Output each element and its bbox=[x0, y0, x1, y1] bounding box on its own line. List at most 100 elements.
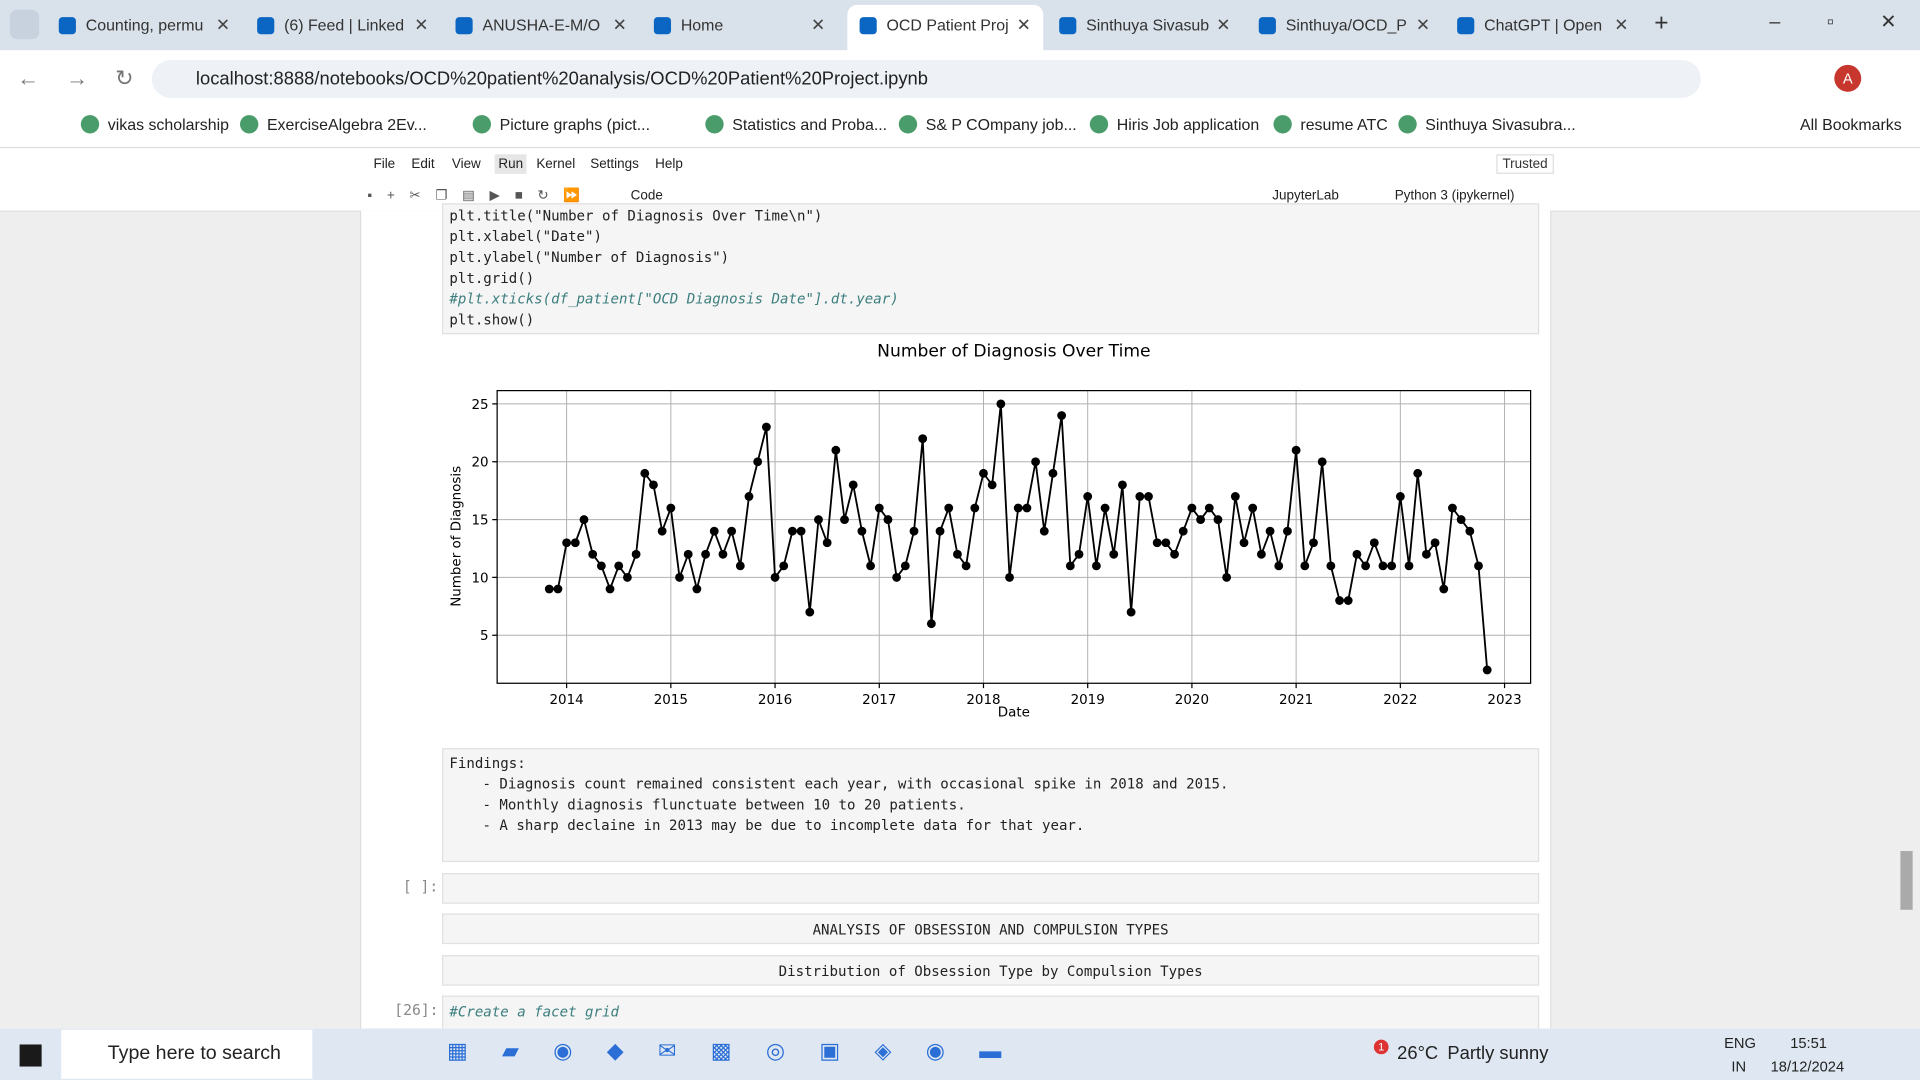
data-point bbox=[1291, 445, 1301, 455]
tab-close[interactable]: ✕ bbox=[1216, 14, 1231, 35]
data-point bbox=[675, 573, 684, 582]
tab-close[interactable]: ✕ bbox=[1415, 14, 1431, 35]
data-point bbox=[1465, 526, 1475, 536]
toolbar-icons[interactable]: ▪+✂❐▤▶■↻⏩ bbox=[367, 188, 595, 204]
browser-tab[interactable]: (6) Feed | Linked ✕ bbox=[245, 5, 441, 45]
start-button[interactable] bbox=[19, 1044, 42, 1067]
jupyterlab-link[interactable]: JupyterLab bbox=[1272, 188, 1339, 204]
bookmark[interactable]: resume ATC bbox=[1273, 115, 1388, 134]
data-point bbox=[1395, 492, 1405, 501]
x-tick-label: 2015 bbox=[654, 693, 688, 708]
data-point bbox=[718, 549, 728, 559]
browser-tab[interactable]: ChatGPT | Open ✕ bbox=[1445, 5, 1641, 45]
data-point bbox=[805, 607, 815, 617]
search-box[interactable]: Type here to search bbox=[61, 1029, 313, 1079]
data-point bbox=[848, 480, 858, 490]
tab-close[interactable]: ✕ bbox=[1614, 14, 1629, 35]
menu-item[interactable]: Edit bbox=[411, 156, 435, 172]
tab-title: ChatGPT | Open bbox=[1484, 15, 1603, 35]
data-point bbox=[1361, 561, 1371, 571]
data-point bbox=[1456, 515, 1466, 524]
data-point bbox=[1430, 538, 1440, 548]
x-tick-label: 2018 bbox=[966, 693, 1000, 708]
plot-frame bbox=[496, 390, 1532, 684]
language[interactable]: ENG bbox=[1724, 1034, 1756, 1052]
cell-prompt: [ ]: bbox=[402, 877, 439, 896]
data-point bbox=[596, 561, 606, 571]
temperature[interactable]: 26°C bbox=[1397, 1043, 1439, 1065]
browser-tab[interactable]: ANUSHA-E-M/O ✕ bbox=[443, 5, 639, 45]
data-point bbox=[544, 584, 554, 594]
nav-buttons[interactable]: ←→↻ bbox=[17, 66, 161, 91]
cell-prompt: [26]: bbox=[394, 1001, 439, 1019]
menu-item[interactable]: Help bbox=[655, 156, 683, 172]
markdown-cell[interactable]: ANALYSIS OF OBSESSION AND COMPULSION TYP… bbox=[442, 913, 1540, 945]
bookmark[interactable]: ExerciseAlgebra 2Ev... bbox=[240, 115, 427, 134]
bookmark[interactable]: S& P COmpany job... bbox=[898, 115, 1077, 134]
menu-item[interactable]: File bbox=[373, 156, 396, 172]
browser-tab[interactable]: Counting, permu ✕ bbox=[47, 5, 243, 45]
data-point bbox=[1013, 503, 1023, 513]
window-controls[interactable]: –▫✕ bbox=[1769, 12, 1896, 34]
data-point bbox=[796, 526, 806, 536]
kernel-name[interactable]: Python 3 (ipykernel) bbox=[1394, 188, 1515, 204]
x-tick-label: 2017 bbox=[862, 693, 896, 708]
data-point bbox=[1230, 492, 1240, 501]
profile-avatar[interactable]: A bbox=[1834, 64, 1862, 92]
taskbar-apps[interactable]: ▦▰◉◆✉▩◎▣◈◉▬ bbox=[446, 1038, 1036, 1063]
bookmark[interactable]: vikas scholarship bbox=[80, 115, 229, 134]
menu-item[interactable]: View bbox=[451, 156, 481, 172]
tab-icon bbox=[1457, 17, 1475, 35]
data-point bbox=[1074, 549, 1084, 559]
cell-type-select[interactable]: Code bbox=[630, 188, 663, 204]
region[interactable]: IN bbox=[1731, 1057, 1747, 1076]
data-point bbox=[1178, 526, 1188, 536]
scrollbar-thumb[interactable] bbox=[1900, 851, 1913, 910]
tab-search-button[interactable] bbox=[9, 9, 40, 40]
address-bar[interactable]: localhost:8888/notebooks/OCD%20patient%2… bbox=[151, 60, 1701, 98]
bookmark[interactable]: Statistics and Proba... bbox=[705, 115, 887, 134]
tab-close[interactable]: ✕ bbox=[612, 14, 627, 35]
browser-tab[interactable]: OCD Patient Proj ✕ bbox=[847, 4, 1044, 51]
browser-tab[interactable]: Sinthuya/OCD_P ✕ bbox=[1247, 5, 1443, 45]
menu-item[interactable]: Kernel bbox=[536, 156, 576, 172]
tab-close[interactable]: ✕ bbox=[1016, 14, 1032, 35]
markdown-cell[interactable]: Findings: - Diagnosis count remained cons… bbox=[442, 748, 1540, 863]
code-line: plt.grid() bbox=[449, 269, 535, 287]
data-point bbox=[814, 515, 823, 524]
menu-item[interactable]: Run bbox=[494, 154, 527, 174]
data-point bbox=[570, 538, 580, 548]
tab-icon bbox=[1059, 17, 1077, 35]
tab-close[interactable]: ✕ bbox=[414, 14, 429, 35]
x-tick-label: 2019 bbox=[1071, 693, 1105, 708]
menu-item[interactable]: Settings bbox=[590, 156, 639, 172]
bookmark[interactable]: Picture graphs (pict... bbox=[472, 115, 650, 134]
all-bookmarks[interactable]: All Bookmarks bbox=[1800, 115, 1902, 134]
trusted-indicator[interactable]: Trusted bbox=[1496, 154, 1554, 174]
data-point bbox=[1161, 538, 1171, 548]
data-point bbox=[987, 480, 997, 490]
clock-time[interactable]: 15:51 bbox=[1790, 1034, 1827, 1052]
weather[interactable]: Partly sunny bbox=[1447, 1043, 1549, 1065]
bookmark[interactable]: Sinthuya Sivasubra... bbox=[1398, 115, 1576, 134]
clock-date[interactable]: 18/12/2024 bbox=[1770, 1057, 1845, 1076]
findings-line: - Monthly diagnosis flunctuate between 1… bbox=[482, 795, 966, 814]
tab-close[interactable]: ✕ bbox=[810, 14, 826, 35]
new-tab-button[interactable]: + bbox=[1654, 9, 1669, 37]
tab-close[interactable]: ✕ bbox=[215, 14, 231, 35]
browser-tab[interactable]: Sinthuya Sivasub ✕ bbox=[1047, 5, 1243, 45]
code-cell[interactable]: #Create a facet grid bbox=[442, 995, 1540, 1033]
data-point bbox=[1039, 526, 1049, 536]
browser-tab[interactable]: Home ✕ bbox=[642, 5, 838, 45]
data-point bbox=[892, 573, 902, 582]
code-cell[interactable]: plt.title("Number of Diagnosis Over Time… bbox=[442, 203, 1540, 335]
markdown-cell[interactable]: Distribution of Obsession Type by Compul… bbox=[442, 955, 1540, 986]
data-point bbox=[640, 468, 650, 478]
bookmark[interactable]: Hiris Job application bbox=[1089, 115, 1259, 134]
x-axis-label: Date bbox=[998, 705, 1030, 720]
tab-title: Sinthuya Sivasub bbox=[1086, 15, 1210, 35]
empty-cell[interactable] bbox=[442, 873, 1540, 904]
code-line: plt.ylabel("Number of Diagnosis") bbox=[449, 248, 730, 266]
tab-title: Counting, permu bbox=[85, 15, 204, 35]
